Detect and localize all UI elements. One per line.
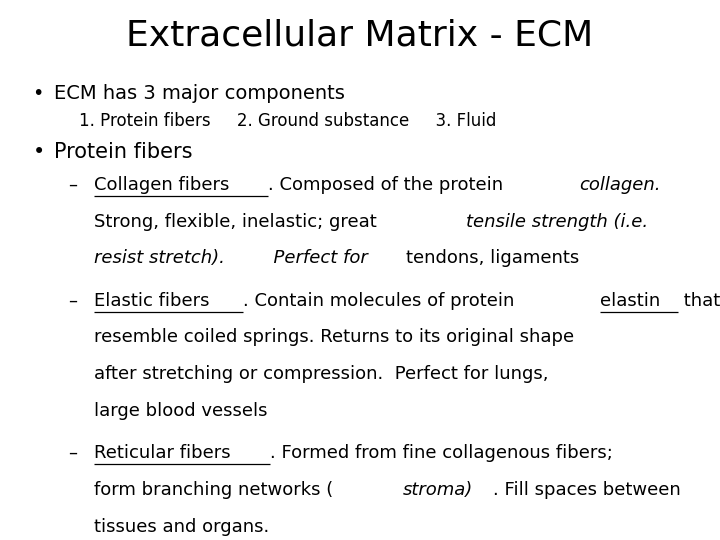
Text: Reticular fibers: Reticular fibers: [94, 444, 230, 462]
Text: . Fill spaces between: . Fill spaces between: [493, 481, 680, 499]
Text: Perfect for: Perfect for: [263, 249, 374, 267]
Text: –: –: [68, 292, 78, 310]
Text: elastin: elastin: [600, 292, 660, 310]
Text: Strong, flexible, inelastic; great: Strong, flexible, inelastic; great: [94, 213, 382, 231]
Text: –: –: [68, 444, 78, 462]
Text: . Formed from fine collagenous fibers;: . Formed from fine collagenous fibers;: [270, 444, 613, 462]
Text: form branching networks (: form branching networks (: [94, 481, 333, 499]
Text: tendons, ligaments: tendons, ligaments: [406, 249, 580, 267]
Text: •: •: [32, 142, 45, 162]
Text: Protein fibers: Protein fibers: [54, 142, 192, 162]
Text: collagen.: collagen.: [579, 176, 660, 194]
Text: resist stretch).: resist stretch).: [94, 249, 225, 267]
Text: ECM has 3 major components: ECM has 3 major components: [54, 84, 345, 103]
Text: . Composed of the protein: . Composed of the protein: [269, 176, 509, 194]
Text: resemble coiled springs. Returns to its original shape: resemble coiled springs. Returns to its …: [94, 328, 574, 347]
Text: large blood vessels: large blood vessels: [94, 402, 267, 420]
Text: tissues and organs.: tissues and organs.: [94, 517, 269, 536]
Text: Extracellular Matrix - ECM: Extracellular Matrix - ECM: [127, 19, 593, 53]
Text: . Contain molecules of protein: . Contain molecules of protein: [243, 292, 520, 310]
Text: •: •: [32, 84, 44, 103]
Text: stroma): stroma): [402, 481, 472, 499]
Text: tensile strength (i.e.: tensile strength (i.e.: [466, 213, 648, 231]
Text: –: –: [68, 176, 78, 194]
Text: that: that: [678, 292, 720, 310]
Text: Collagen fibers: Collagen fibers: [94, 176, 229, 194]
Text: after stretching or compression.  Perfect for lungs,: after stretching or compression. Perfect…: [94, 365, 548, 383]
Text: 1. Protein fibers     2. Ground substance     3. Fluid: 1. Protein fibers 2. Ground substance 3.…: [79, 112, 497, 130]
Text: Elastic fibers: Elastic fibers: [94, 292, 209, 310]
